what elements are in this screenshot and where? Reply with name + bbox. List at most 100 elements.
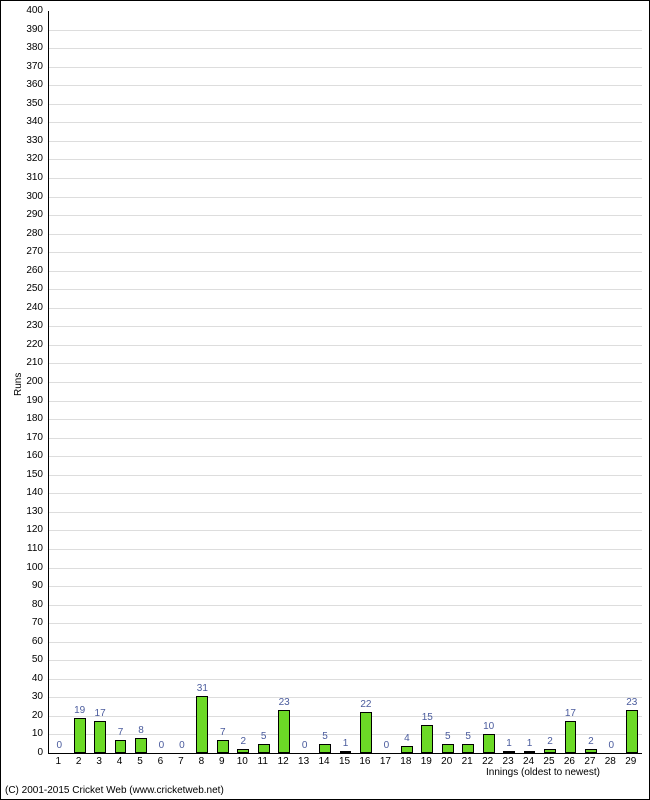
gridline — [49, 549, 642, 550]
y-tick-label: 340 — [13, 116, 43, 127]
y-tick-label: 200 — [13, 376, 43, 387]
bar-value-label: 15 — [412, 712, 442, 723]
bar — [319, 744, 331, 753]
y-tick-label: 380 — [13, 42, 43, 53]
y-tick-label: 300 — [13, 191, 43, 202]
y-tick-label: 240 — [13, 302, 43, 313]
gridline — [49, 568, 642, 569]
gridline — [49, 456, 642, 457]
plot-area: 01917780031725230512204155510112172023 — [48, 11, 642, 754]
gridline — [49, 363, 642, 364]
y-tick-label: 60 — [13, 636, 43, 647]
gridline — [49, 679, 642, 680]
gridline — [49, 419, 642, 420]
bar-value-label: 5 — [249, 731, 279, 742]
y-tick-label: 280 — [13, 228, 43, 239]
gridline — [49, 345, 642, 346]
gridline — [49, 308, 642, 309]
y-tick-label: 180 — [13, 413, 43, 424]
bar-value-label: 23 — [269, 697, 299, 708]
bar — [360, 712, 372, 753]
bar-value-label: 2 — [535, 736, 565, 747]
gridline — [49, 512, 642, 513]
y-tick-label: 290 — [13, 209, 43, 220]
gridline — [49, 141, 642, 142]
gridline — [49, 197, 642, 198]
bar-value-label: 4 — [392, 733, 422, 744]
gridline — [49, 67, 642, 68]
bar — [524, 751, 536, 753]
bar-value-label: 0 — [167, 740, 197, 751]
gridline — [49, 326, 642, 327]
y-tick-label: 30 — [13, 691, 43, 702]
gridline — [49, 85, 642, 86]
gridline — [49, 234, 642, 235]
gridline — [49, 178, 642, 179]
y-tick-label: 250 — [13, 283, 43, 294]
y-tick-label: 140 — [13, 487, 43, 498]
y-tick-label: 0 — [13, 747, 43, 758]
bar — [278, 710, 290, 753]
bar — [565, 721, 577, 753]
bar — [340, 751, 352, 753]
bar-value-label: 0 — [44, 740, 74, 751]
y-tick-label: 360 — [13, 79, 43, 90]
bar — [196, 696, 208, 754]
y-tick-label: 170 — [13, 432, 43, 443]
bar — [74, 718, 86, 753]
bar-value-label: 17 — [555, 708, 585, 719]
bar — [237, 749, 249, 753]
gridline — [49, 271, 642, 272]
y-tick-label: 160 — [13, 450, 43, 461]
chart-container: 01917780031725230512204155510112172023 R… — [0, 0, 650, 800]
bar-value-label: 1 — [331, 738, 361, 749]
gridline — [49, 401, 642, 402]
bar — [626, 710, 638, 753]
gridline — [49, 530, 642, 531]
y-tick-label: 310 — [13, 172, 43, 183]
gridline — [49, 252, 642, 253]
y-tick-label: 80 — [13, 599, 43, 610]
bar — [442, 744, 454, 753]
gridline — [49, 660, 642, 661]
x-tick-label: 29 — [616, 756, 646, 767]
bar-value-label: 23 — [617, 697, 647, 708]
y-tick-label: 350 — [13, 98, 43, 109]
bar — [258, 744, 270, 753]
y-tick-label: 320 — [13, 153, 43, 164]
gridline — [49, 30, 642, 31]
bar — [503, 751, 515, 753]
y-tick-label: 70 — [13, 617, 43, 628]
bar — [462, 744, 474, 753]
gridline — [49, 586, 642, 587]
bar — [544, 749, 556, 753]
bar-value-label: 0 — [596, 740, 626, 751]
y-tick-label: 10 — [13, 728, 43, 739]
gridline — [49, 493, 642, 494]
gridline — [49, 716, 642, 717]
gridline — [49, 642, 642, 643]
gridline — [49, 104, 642, 105]
y-tick-label: 400 — [13, 5, 43, 16]
y-tick-label: 40 — [13, 673, 43, 684]
y-tick-label: 150 — [13, 469, 43, 480]
y-tick-label: 270 — [13, 246, 43, 257]
y-tick-label: 190 — [13, 395, 43, 406]
y-tick-label: 260 — [13, 265, 43, 276]
y-tick-label: 100 — [13, 562, 43, 573]
y-tick-label: 390 — [13, 24, 43, 35]
bar — [401, 746, 413, 753]
gridline — [49, 697, 642, 698]
gridline — [49, 438, 642, 439]
bar-value-label: 22 — [351, 699, 381, 710]
bar-value-label: 8 — [126, 725, 156, 736]
bar — [115, 740, 127, 753]
gridline — [49, 215, 642, 216]
bar — [585, 749, 597, 753]
gridline — [49, 289, 642, 290]
gridline — [49, 159, 642, 160]
y-tick-label: 90 — [13, 580, 43, 591]
bar-value-label: 17 — [85, 708, 115, 719]
gridline — [49, 122, 642, 123]
bar-value-label: 10 — [474, 721, 504, 732]
